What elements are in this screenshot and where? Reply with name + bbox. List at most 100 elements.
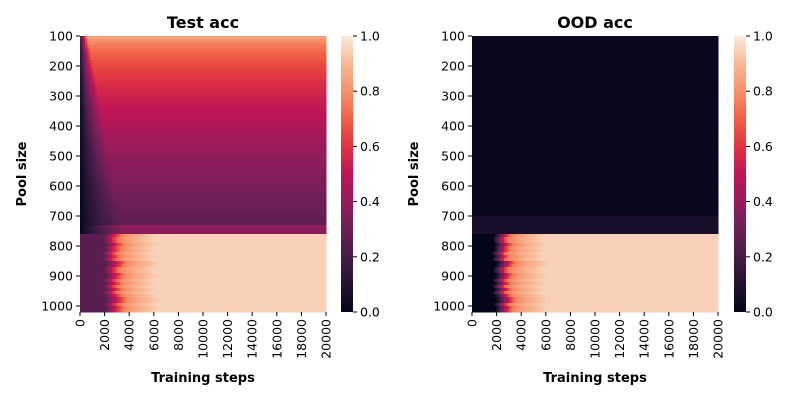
heatmap-cell	[282, 174, 285, 177]
heatmap-cell	[186, 150, 189, 153]
heatmap-cell	[306, 45, 309, 48]
heatmap-cell	[321, 57, 324, 60]
heatmap-cell	[304, 153, 307, 156]
heatmap-cell	[114, 165, 117, 168]
heatmap-cell	[210, 144, 213, 147]
heatmap-cell	[105, 51, 108, 54]
heatmap-cell	[164, 84, 167, 87]
heatmap-cell	[188, 81, 191, 84]
heatmap-cell	[97, 54, 100, 57]
heatmap-cell	[287, 147, 290, 150]
heatmap-cell	[110, 48, 113, 51]
heatmap-cell	[260, 63, 263, 66]
heatmap-cell	[107, 69, 110, 72]
heatmap-cell	[252, 39, 255, 42]
heatmap-cell	[252, 81, 255, 84]
heatmap-cell	[82, 81, 85, 84]
heatmap-cell	[134, 177, 137, 180]
heatmap-cell	[237, 129, 240, 132]
heatmap-cell	[255, 75, 258, 78]
heatmap-cell	[137, 144, 140, 147]
heatmap-cell	[228, 57, 231, 60]
heatmap-cell	[119, 129, 122, 132]
heatmap-cell	[82, 129, 85, 132]
heatmap-cell	[252, 84, 255, 87]
heatmap-cell	[233, 135, 236, 138]
heatmap-cell	[169, 81, 172, 84]
heatmap-cell	[223, 150, 226, 153]
heatmap-cell	[154, 165, 157, 168]
heatmap-cell	[240, 87, 243, 90]
heatmap-cell	[203, 150, 206, 153]
heatmap-cell	[110, 96, 113, 99]
heatmap-cell	[289, 162, 292, 165]
heatmap-cell	[196, 72, 199, 75]
heatmap-cell	[220, 57, 223, 60]
heatmap-cell	[173, 114, 176, 117]
heatmap-cell	[156, 48, 159, 51]
heatmap-cell	[279, 66, 282, 69]
heatmap-cell	[97, 153, 100, 156]
heatmap-cell	[274, 138, 277, 141]
heatmap-cell	[277, 132, 280, 135]
heatmap-cell	[178, 117, 181, 120]
heatmap-cell	[262, 135, 265, 138]
heatmap-cell	[272, 117, 275, 120]
heatmap-cell	[306, 48, 309, 51]
heatmap-cell	[100, 153, 103, 156]
heatmap-cell	[114, 54, 117, 57]
heatmap-cell	[242, 51, 245, 54]
heatmap-cell	[193, 90, 196, 93]
heatmap-cell	[250, 51, 253, 54]
heatmap-cell	[112, 126, 115, 129]
heatmap-cell	[287, 87, 290, 90]
heatmap-cell	[247, 81, 250, 84]
heatmap-cell	[198, 168, 201, 171]
heatmap-cell	[119, 81, 122, 84]
heatmap-cell	[151, 147, 154, 150]
heatmap-cell	[129, 105, 132, 108]
heatmap-cell	[287, 174, 290, 177]
heatmap-cell	[306, 111, 309, 114]
heatmap-cell	[127, 138, 130, 141]
heatmap-cell	[110, 102, 113, 105]
heatmap-cell	[252, 174, 255, 177]
heatmap-cell	[164, 36, 167, 39]
heatmap-cell	[198, 165, 201, 168]
heatmap-cell	[218, 99, 221, 102]
heatmap-cell	[233, 60, 236, 63]
heatmap-cell	[107, 123, 110, 126]
heatmap-cell	[156, 159, 159, 162]
heatmap-cell	[110, 45, 113, 48]
heatmap-cell	[169, 69, 172, 72]
heatmap-cell	[296, 81, 299, 84]
heatmap-cell	[198, 111, 201, 114]
heatmap-cell	[146, 51, 149, 54]
heatmap-cell	[146, 63, 149, 66]
heatmap-cell	[181, 147, 184, 150]
heatmap-cell	[191, 78, 194, 81]
heatmap-cell	[82, 42, 85, 45]
heatmap-cell	[105, 87, 108, 90]
heatmap-cell	[296, 174, 299, 177]
heatmap-cell	[183, 147, 186, 150]
heatmap-cell	[196, 84, 199, 87]
heatmap-cell	[178, 144, 181, 147]
heatmap-cell	[119, 165, 122, 168]
heatmap-cell	[282, 51, 285, 54]
heatmap-cell	[122, 102, 125, 105]
heatmap-cell	[279, 63, 282, 66]
heatmap-cell	[223, 42, 226, 45]
heatmap-cell	[203, 144, 206, 147]
heatmap-cell	[102, 150, 105, 153]
heatmap-cell	[294, 51, 297, 54]
heatmap-cell	[183, 135, 186, 138]
heatmap-cell	[119, 162, 122, 165]
heatmap-cell	[87, 42, 90, 45]
heatmap-cell	[296, 105, 299, 108]
heatmap-cell	[245, 84, 248, 87]
heatmap-cell	[198, 57, 201, 60]
heatmap-cell	[324, 141, 327, 144]
heatmap-cell	[127, 153, 130, 156]
heatmap-cell	[223, 96, 226, 99]
